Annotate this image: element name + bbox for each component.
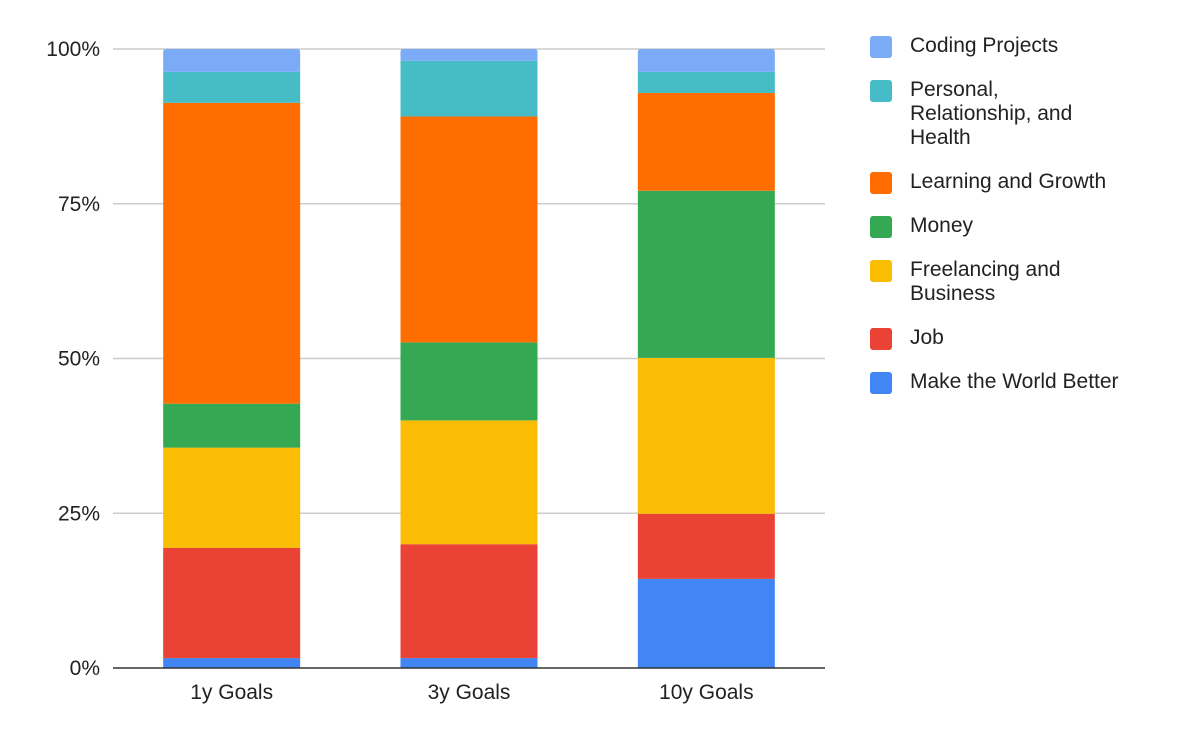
- bar-segment: [163, 547, 301, 659]
- legend-label: Job: [910, 326, 944, 349]
- legend-item: Job: [870, 326, 1170, 350]
- legend-item: Personal, Relationship, and Health: [870, 78, 1170, 150]
- legend-label: Personal, Relationship, and Health: [910, 78, 1073, 149]
- x-tick-label: 10y Goals: [659, 681, 754, 704]
- legend-swatch: [870, 172, 892, 194]
- legend-swatch: [870, 36, 892, 58]
- bar-segment: [163, 49, 301, 72]
- bar-segment: [163, 447, 301, 548]
- bar-segment: [400, 49, 538, 61]
- legend-item: Money: [870, 214, 1170, 238]
- legend-label: Learning and Growth: [910, 170, 1107, 193]
- legend-label: Make the World Better: [910, 370, 1119, 393]
- legend-label: Coding Projects: [910, 34, 1059, 57]
- legend-swatch: [870, 328, 892, 350]
- x-tick-label: 3y Goals: [428, 681, 511, 704]
- legend: Coding Projects Personal, Relationship, a…: [870, 34, 1170, 414]
- bar-segment: [400, 544, 538, 659]
- bar-segment: [400, 116, 538, 343]
- legend-item: Freelancing and Business: [870, 258, 1170, 306]
- legend-label: Money: [910, 214, 974, 237]
- bar-segment: [163, 658, 301, 668]
- bar-segment: [637, 357, 775, 514]
- bar-segment: [637, 92, 775, 191]
- bar-segment: [637, 190, 775, 358]
- legend-swatch: [870, 216, 892, 238]
- bar-segment: [400, 60, 538, 117]
- bar-segment: [400, 658, 538, 668]
- x-tick-label: 1y Goals: [190, 681, 273, 704]
- legend-item: Learning and Growth: [870, 170, 1170, 194]
- bar-segment: [400, 342, 538, 421]
- y-tick-label: 75%: [58, 193, 100, 216]
- legend-swatch: [870, 80, 892, 102]
- bar-segment: [163, 403, 301, 448]
- legend-label: Freelancing and Business: [910, 258, 1061, 305]
- legend-item: Make the World Better: [870, 370, 1170, 394]
- bar-segment: [637, 513, 775, 579]
- y-tick-label: 25%: [58, 502, 100, 525]
- y-tick-label: 50%: [58, 348, 100, 371]
- bar-segment: [163, 71, 301, 103]
- bar-segment: [400, 420, 538, 545]
- legend-item: Coding Projects: [870, 34, 1170, 58]
- y-tick-label: 100%: [46, 38, 100, 61]
- bar-segment: [637, 71, 775, 93]
- legend-swatch: [870, 260, 892, 282]
- bar-segment: [637, 578, 775, 668]
- bar-segment: [163, 102, 301, 404]
- y-tick-label: 0%: [70, 657, 100, 680]
- bar-segment: [637, 49, 775, 72]
- legend-swatch: [870, 372, 892, 394]
